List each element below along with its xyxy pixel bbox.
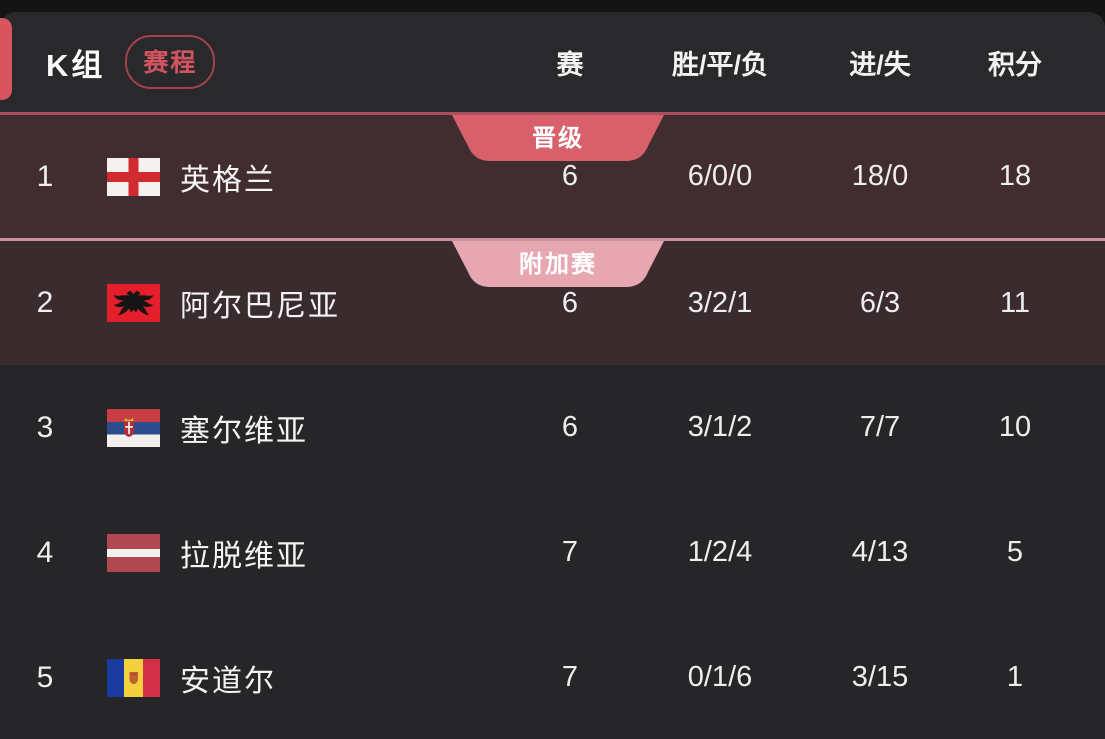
group-title: K组 (46, 47, 106, 83)
goals-cell: 18/0 (851, 160, 909, 192)
qualified-badge: 晋级 (452, 115, 664, 161)
flag-andorra-icon (107, 658, 160, 697)
rank-cell: 4 (36, 535, 54, 569)
column-header-points: 积分 (988, 49, 1042, 80)
rank-cell: 3 (36, 410, 54, 444)
wdl-cell: 0/1/6 (687, 661, 753, 693)
goals-cell: 3/15 (851, 661, 909, 693)
column-header-goals: 进/失 (849, 49, 911, 80)
goals-cell: 6/3 (859, 286, 901, 319)
team-cell: 安道尔 (90, 656, 505, 700)
team-name: 塞尔维亚 (180, 414, 308, 448)
team-cell: 英格兰 (90, 155, 505, 199)
flag-albania-icon (107, 284, 160, 322)
wdl-cell: 6/0/0 (687, 160, 753, 192)
table-row[interactable]: 1 英格兰 6 6/0/0 18/0 18 晋级 (0, 112, 1105, 238)
team-cell: 塞尔维亚 (90, 406, 505, 450)
table-header: K组 赛程 赛 胜/平/负 进/失 积分 (0, 12, 1105, 112)
group-title-area: K组 赛程 (0, 35, 505, 89)
played-cell: 6 (561, 411, 579, 443)
played-cell: 6 (561, 160, 579, 192)
team-name: 阿尔巴尼亚 (180, 290, 340, 323)
played-cell: 7 (561, 536, 579, 568)
played-cell: 7 (561, 661, 579, 693)
flag-serbia-icon (107, 408, 160, 447)
standings-rows: 1 英格兰 6 6/0/0 18/0 18 晋级 2 阿尔巴尼亚 6 3/2/1… (0, 112, 1105, 739)
table-row[interactable]: 5 安道尔 7 0/1/6 3/15 1 (0, 615, 1105, 739)
team-cell: 拉脱维亚 (90, 531, 505, 575)
points-cell: 11 (999, 286, 1031, 319)
column-header-wdl: 胜/平/负 (671, 49, 768, 80)
points-cell: 10 (998, 411, 1032, 443)
team-name: 拉脱维亚 (180, 539, 308, 573)
column-header-played: 赛 (556, 49, 584, 80)
played-cell: 6 (561, 286, 579, 319)
team-name: 安道尔 (180, 664, 276, 698)
wdl-cell: 3/1/2 (687, 411, 753, 443)
wdl-cell: 3/2/1 (687, 286, 753, 319)
points-cell: 18 (998, 160, 1032, 192)
flag-england-icon (107, 157, 160, 196)
rank-cell: 1 (36, 159, 54, 193)
adjacent-card-edge-tab[interactable] (0, 18, 12, 100)
badge-label: 晋级 (532, 124, 584, 152)
badge-label: 附加赛 (519, 250, 597, 278)
standings-card: K组 赛程 赛 胜/平/负 进/失 积分 1 英格兰 6 6/0/0 18/0 … (0, 12, 1105, 739)
goals-cell: 4/13 (851, 536, 909, 568)
schedule-button[interactable]: 赛程 (125, 35, 216, 89)
points-cell: 5 (1006, 536, 1024, 568)
rank-cell: 5 (36, 660, 54, 694)
rank-cell: 2 (36, 286, 54, 319)
playoff-badge: 附加赛 (452, 241, 664, 287)
wdl-cell: 1/2/4 (687, 536, 753, 568)
team-cell: 阿尔巴尼亚 (90, 281, 505, 325)
team-name: 英格兰 (180, 163, 276, 197)
table-row[interactable]: 2 阿尔巴尼亚 6 3/2/1 6/3 11 附加赛 (0, 238, 1105, 365)
table-row[interactable]: 3 塞尔维亚 6 3/1/2 7/7 10 (0, 365, 1105, 490)
goals-cell: 7/7 (859, 411, 901, 443)
table-row[interactable]: 4 拉脱维亚 7 1/2/4 4/13 5 (0, 490, 1105, 615)
points-cell: 1 (1006, 661, 1024, 693)
flag-latvia-icon (107, 533, 160, 572)
